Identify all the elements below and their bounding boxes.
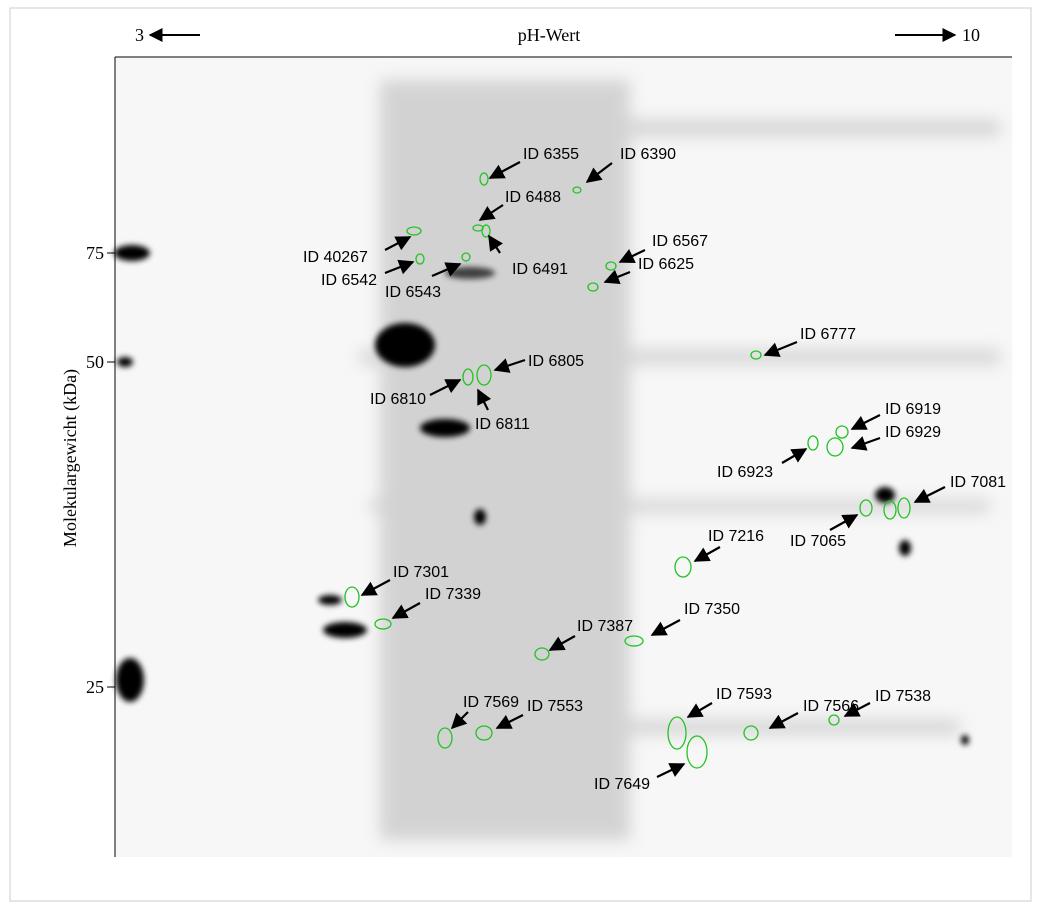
spot-label: ID 7216 <box>708 528 764 545</box>
spot-arrow <box>768 712 799 729</box>
spot-arrow <box>488 161 521 179</box>
spot-label: ID 7538 <box>875 688 931 705</box>
spot-outline <box>807 435 819 451</box>
spot-arrow <box>384 259 415 275</box>
spot-arrow <box>431 262 462 278</box>
spot-arrow <box>650 619 681 636</box>
spot-outline <box>828 714 840 726</box>
spot-label: ID 6805 <box>528 353 584 370</box>
spot-arrow <box>693 546 721 562</box>
spot-outline <box>415 253 425 265</box>
spot-outline <box>883 500 897 520</box>
spot-arrow <box>829 514 859 531</box>
spot-label: ID 6355 <box>523 146 579 163</box>
spot-label: ID 7387 <box>577 618 633 635</box>
spot-arrow <box>850 414 881 430</box>
spot-outline <box>406 226 422 236</box>
spot-label: ID 6625 <box>638 256 694 273</box>
spot-arrow <box>913 486 946 503</box>
spot-label: ID 7569 <box>463 694 519 711</box>
spot-label: ID 6491 <box>512 261 568 278</box>
spot-outline <box>461 252 471 262</box>
spot-arrow <box>429 379 462 396</box>
title: pH-Wert <box>518 25 581 45</box>
spot-outline <box>534 647 550 661</box>
spot-outline <box>344 586 360 608</box>
spot-label: ID 6390 <box>620 146 676 163</box>
spot-label: ID 7593 <box>716 686 772 703</box>
spot-outline <box>437 727 453 749</box>
spot-label: ID 6919 <box>885 401 941 418</box>
spot-label: ID 7301 <box>393 564 449 581</box>
spot-arrow <box>360 579 391 596</box>
ph-high: 10 <box>962 25 980 45</box>
spot-arrow <box>477 388 492 411</box>
spot-label: ID 6542 <box>321 272 377 289</box>
spot-arrow <box>493 358 526 373</box>
spot-label: ID 6777 <box>800 326 856 343</box>
spot-outline <box>479 172 489 186</box>
spot-arrow <box>843 702 871 717</box>
spot-label: ID 6923 <box>717 464 773 481</box>
spot-outline <box>587 282 599 292</box>
spot-arrow <box>686 702 713 718</box>
spot-label: ID 6543 <box>385 284 441 301</box>
spot-outline <box>462 368 474 386</box>
spot-outline <box>897 497 911 519</box>
spot-arrow <box>585 162 613 183</box>
spot-label: ID 6488 <box>505 189 561 206</box>
spot-label: ID 6567 <box>652 233 708 250</box>
spot-arrow <box>495 714 524 729</box>
spot-outline <box>835 425 849 439</box>
spot-outline <box>475 725 493 741</box>
spot-outline <box>481 224 491 238</box>
marker-label: 50 <box>86 352 104 372</box>
y-axis-label: Molekulargewicht (kDa) <box>60 369 81 547</box>
spot-label: ID 6929 <box>885 424 941 441</box>
gel-image <box>114 58 1012 857</box>
spot-label: ID 7339 <box>425 586 481 603</box>
spot-label: ID 7649 <box>594 776 650 793</box>
spot-label: ID 7350 <box>684 601 740 618</box>
spot-outline <box>859 499 873 517</box>
spot-arrow <box>656 763 686 778</box>
marker-label: 75 <box>86 243 104 263</box>
spot-outline <box>667 716 687 750</box>
spot-outline <box>476 364 492 386</box>
spot-arrow <box>478 204 504 221</box>
spot-outline <box>826 437 844 457</box>
spot-label: ID 6810 <box>370 391 426 408</box>
marker-label: 25 <box>86 677 104 697</box>
spot-label: ID 40267 <box>303 249 368 266</box>
spot-arrow <box>781 448 808 464</box>
spot-arrow <box>603 269 631 285</box>
spot-outline <box>686 735 708 769</box>
spot-outline <box>374 618 392 630</box>
spot-outline <box>674 556 692 578</box>
ph-low: 3 <box>135 25 144 45</box>
spot-arrow <box>548 635 576 651</box>
spot-arrow <box>850 436 881 451</box>
spot-label: ID 7065 <box>790 533 846 550</box>
spot-arrow <box>391 602 421 619</box>
spot-arrow <box>488 234 503 254</box>
spot-outline <box>750 350 762 360</box>
spot-outline <box>624 635 644 647</box>
spot-arrow <box>763 340 798 357</box>
spot-outline <box>743 725 759 741</box>
spot-arrow <box>618 249 646 263</box>
spot-label: ID 7553 <box>527 698 583 715</box>
spot-arrow <box>384 236 412 251</box>
spot-outline <box>572 186 582 194</box>
spot-arrow <box>450 711 469 730</box>
spot-label: ID 6811 <box>475 416 530 433</box>
spot-label: ID 7081 <box>950 474 1006 491</box>
